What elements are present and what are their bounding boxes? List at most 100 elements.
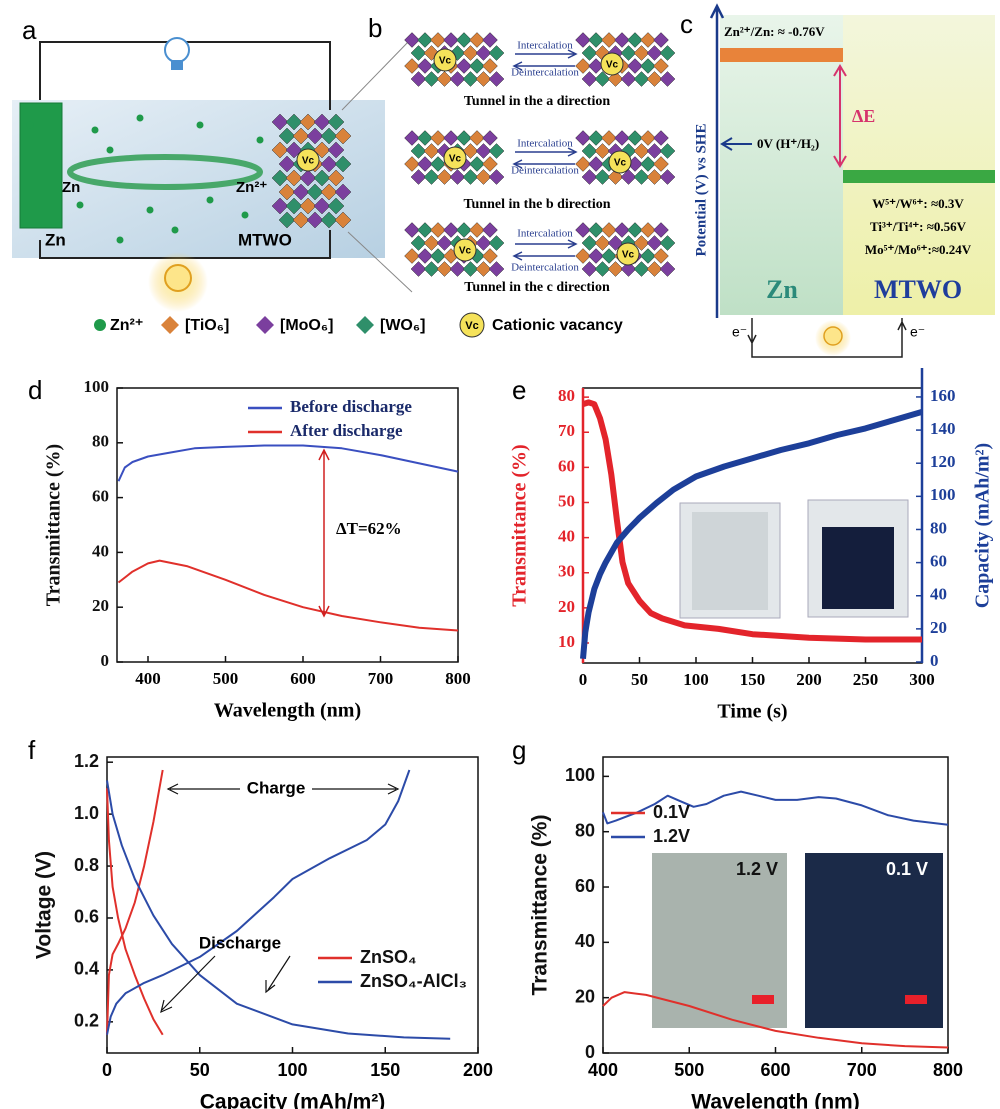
octahedron [640, 248, 656, 264]
y2-tick-label: 100 [930, 485, 956, 504]
octahedron [640, 130, 656, 146]
y-tick-label: 0.6 [74, 907, 99, 927]
octahedron [423, 169, 440, 185]
octahedron [653, 130, 669, 146]
y2-tick-label: 60 [930, 552, 947, 571]
deintercalation-label: Deintercalation [511, 165, 579, 177]
octahedron [327, 169, 345, 187]
deintercalation-label: Deintercalation [511, 67, 579, 79]
octahedron [633, 261, 650, 277]
octahedron [334, 155, 352, 173]
octahedron [292, 211, 310, 229]
y-tick-label: 80 [92, 432, 109, 451]
mtwo-level-bar [843, 170, 995, 183]
data-line [106, 769, 411, 1035]
annotation: Charge [247, 778, 306, 797]
zn-ion [241, 211, 249, 219]
octahedron [285, 113, 303, 131]
y-tick-label: 20 [92, 596, 109, 615]
octahedron [469, 32, 485, 48]
zn-ion [146, 206, 154, 214]
y-tick-label: 40 [92, 541, 109, 560]
x-tick-label: 200 [463, 1060, 493, 1080]
x-tick-label: 700 [368, 669, 394, 688]
y2-tick-label: 40 [930, 585, 947, 604]
x-tick-label: 0 [579, 670, 588, 689]
x-tick-label: 500 [213, 669, 239, 688]
y-tick-label: 60 [575, 876, 595, 896]
species-legend: Zn²⁺ [TiO₆] [MoO₆] [WO₆] Vc Cationic vac… [94, 312, 623, 338]
data-line [106, 780, 451, 1040]
octahedron [659, 235, 676, 251]
octahedron [594, 235, 611, 251]
zn-ion [76, 201, 84, 209]
octahedron [404, 32, 420, 48]
y-tick-label: 0 [585, 1042, 595, 1062]
vacancy [453, 238, 477, 262]
octahedron [327, 113, 345, 131]
octahedron [327, 141, 345, 159]
x-tick-label: 0 [102, 1060, 112, 1080]
octahedron [482, 248, 498, 264]
deintercalation-label: Deintercalation [511, 262, 579, 274]
y-tick-label: 40 [558, 527, 575, 546]
octahedron [327, 197, 345, 215]
y-tick-label: 1.0 [74, 803, 99, 823]
zoom-line [341, 39, 413, 293]
x-axis-label: Capacity (mAh/m²) [200, 1091, 386, 1109]
mtwo-region [843, 15, 995, 315]
panel-label: e [512, 375, 526, 405]
vacancy [616, 242, 640, 266]
tunnel-caption: Tunnel in the c direction [464, 280, 610, 295]
y-tick-label: 10 [558, 632, 575, 651]
octahedron [410, 45, 427, 61]
octahedron [575, 156, 591, 172]
y-tick-label: 1.2 [74, 751, 99, 771]
y-tick-label: 20 [575, 986, 595, 1006]
zn-ion [206, 196, 214, 204]
electron-label: e⁻ [910, 324, 925, 340]
octahedron [653, 248, 669, 264]
c-texts: Zn²⁺/Zn: ≈ -0.76V ΔE 0V (H⁺/H₂) W⁵⁺/W⁶⁺:… [693, 24, 971, 304]
x-tick-label: 250 [853, 670, 879, 689]
octahedron [462, 71, 479, 87]
y2-axis-label: Capacity (mAh/m²) [972, 443, 994, 608]
bulb-on [164, 264, 192, 292]
octahedron [456, 222, 472, 238]
octahedron [334, 211, 352, 229]
y-tick-label: 80 [558, 386, 575, 405]
octahedron [614, 32, 630, 48]
octahedron [449, 169, 466, 185]
octahedron [285, 169, 303, 187]
octahedron [430, 222, 446, 238]
octahedron [404, 58, 420, 74]
octahedron [488, 169, 505, 185]
octahedron [488, 45, 505, 61]
vacancy-label: Vc [439, 56, 452, 67]
vacancy [443, 146, 467, 170]
octahedron [575, 248, 591, 264]
octahedron [627, 58, 643, 74]
octahedron [417, 130, 433, 146]
annotation: Discharge [199, 933, 281, 952]
octahedron [594, 71, 611, 87]
octahedron [646, 143, 663, 159]
x-tick-label: 800 [933, 1060, 963, 1080]
zn-ion [196, 121, 204, 129]
tunnel-caption: Tunnel in the a direction [464, 94, 610, 109]
y-tick-label: 60 [558, 456, 575, 475]
octahedron [469, 156, 485, 172]
octahedron [588, 130, 604, 146]
annotation-arrow [160, 955, 291, 1014]
octahedron [646, 71, 663, 87]
delta-arrow [318, 448, 330, 618]
x-tick-label: 600 [290, 669, 316, 688]
octahedron [475, 169, 492, 185]
ion-ring [67, 154, 263, 190]
legend-label: Before discharge [290, 397, 412, 416]
octahedron [320, 127, 338, 145]
y2-tick-label: 0 [930, 651, 939, 670]
octahedron [449, 261, 466, 277]
octahedron [430, 248, 446, 264]
x-tick-label: 300 [909, 670, 935, 689]
